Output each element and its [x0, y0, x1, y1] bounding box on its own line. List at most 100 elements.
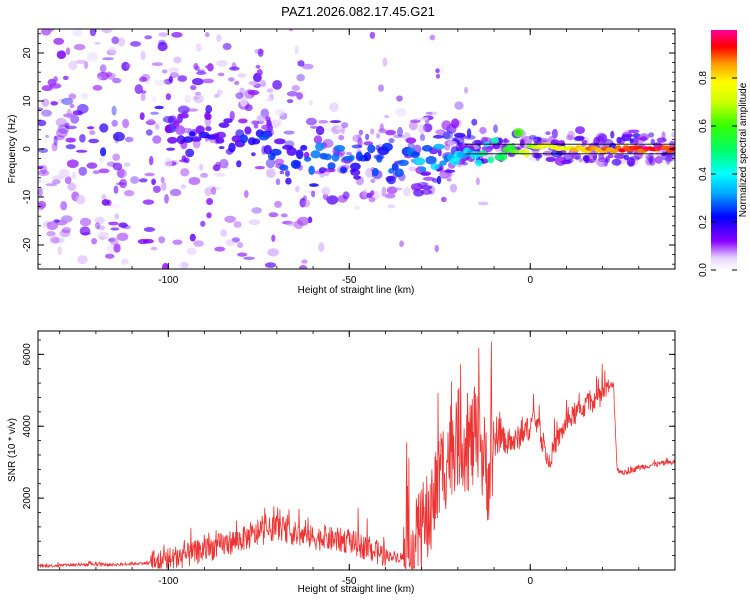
spectrogram-noise-blob [274, 200, 282, 208]
spectrogram-noise-blob [323, 127, 335, 132]
spectrogram-noise-blob [150, 246, 158, 251]
spectrogram-noise-blob [302, 199, 311, 208]
spectrogram-noise-blob [231, 237, 240, 243]
spectrogram-noise-blob [117, 37, 126, 47]
spectrogram-ridge-cell [421, 145, 433, 152]
spectrogram-noise-blob [185, 148, 195, 158]
spectrogram-noise-blob [111, 36, 119, 45]
spectrogram-noise-blob [194, 91, 202, 96]
spectrogram-noise-blob [318, 242, 325, 253]
spectrogram-noise-blob [51, 142, 58, 152]
spectrogram-noise-blob [65, 137, 76, 143]
spectrogram-noise-blob [611, 158, 622, 166]
spectrogram-noise-blob [215, 173, 226, 177]
spectrogram-noise-blob [154, 123, 160, 130]
spectrogram-noise-blob [152, 135, 162, 144]
spectrogram-ridge-cell [348, 154, 355, 161]
y-tick-label: 20 [22, 47, 33, 59]
spectrogram-noise-blob [45, 134, 49, 138]
spectrogram-noise-blob [315, 125, 325, 136]
spectrogram-noise-blob [101, 29, 113, 34]
spectrogram-ridge-cell [218, 122, 230, 128]
spectrogram-noise-blob [162, 115, 175, 124]
y-tick-label: 10 [22, 95, 33, 107]
spectrogram-noise-blob [434, 244, 439, 253]
spectrogram-noise-blob [52, 237, 65, 244]
spectrogram-noise-blob [218, 146, 225, 150]
spectrogram-noise-blob [122, 118, 130, 129]
spectrogram-noise-blob [251, 207, 263, 214]
spectrogram-ridge-cell [188, 131, 196, 137]
spectrogram-noise-blob [228, 77, 235, 82]
spectrogram-ridge-cell [223, 118, 233, 124]
spectrogram-noise-blob [180, 168, 190, 177]
spectrogram-noise-blob [551, 128, 558, 139]
spectrogram-ridge-cell [310, 150, 321, 159]
spectrogram-ridge-cell [331, 153, 340, 162]
spectrogram-noise-blob [464, 135, 476, 140]
spectrogram-noise-blob [446, 178, 452, 182]
spectrogram-noise-blob [283, 130, 295, 135]
colorbar-tick-label: 0.0 [698, 263, 709, 277]
spectrogram-noise-blob [99, 236, 106, 240]
spectrogram-noise-blob [405, 137, 417, 144]
spectrogram-noise-blob [437, 148, 442, 157]
spectrogram-noise-blob [459, 137, 464, 141]
spectrogram-noise-blob [211, 186, 217, 196]
spectrogram-noise-blob [87, 52, 98, 62]
spectrogram-noise-blob [95, 222, 100, 230]
spectrogram-noise-blob [392, 187, 403, 191]
spectrogram-ridge-cell [286, 147, 297, 156]
spectrogram-noise-blob [234, 80, 240, 86]
spectrogram-noise-blob [222, 43, 232, 50]
spectrogram-noise-blob [632, 136, 639, 146]
spectrogram-noise-blob [137, 238, 149, 245]
spectrogram-noise-blob [247, 90, 260, 96]
spectrogram-noise-blob [183, 157, 190, 164]
spectrogram-noise-blob [206, 63, 214, 72]
spectrogram-noise-blob [75, 59, 87, 64]
spectrogram-ridge-cell [333, 144, 346, 152]
spectrogram-noise-blob [251, 152, 256, 157]
spectrogram-noise-blob [237, 242, 244, 249]
spectrogram-noise-blob [464, 86, 469, 94]
spectrogram-noise-blob [168, 67, 179, 73]
spectrogram-noise-blob [158, 32, 168, 37]
spectrogram-noise-blob [63, 113, 75, 118]
spectrogram-noise-blob [358, 129, 364, 136]
spectrogram-noise-blob [536, 136, 542, 142]
spectrogram-noise-blob [58, 168, 70, 179]
spectrogram-noise-blob [86, 162, 98, 169]
spectrogram-noise-blob [97, 71, 109, 81]
spectrogram-noise-blob [200, 220, 206, 227]
spectrogram-ridge-cell [290, 159, 301, 169]
spectrogram-noise-blob [171, 31, 183, 38]
spectrogram-noise-blob [236, 160, 242, 168]
spectrogram-noise-blob [342, 191, 350, 200]
spectrogram-noise-blob [589, 159, 594, 164]
spectrogram-noise-blob [216, 34, 222, 43]
spectrogram-noise-blob [578, 157, 583, 163]
spectrogram-noise-blob [87, 126, 95, 130]
spectrogram-noise-blob [368, 196, 376, 203]
spectrogram-noise-blob [80, 232, 92, 236]
spectrogram-noise-blob [302, 63, 314, 70]
spectrogram-noise-blob [162, 263, 169, 269]
spectrogram-noise-blob [313, 135, 323, 144]
spectrogram-noise-blob [165, 93, 172, 101]
spectrogram-noise-blob [101, 199, 110, 206]
spectrogram-ridge-cell [350, 162, 361, 171]
spectrogram-noise-blob [204, 187, 213, 197]
snr-border [37, 330, 676, 571]
spectrogram-noise-blob [177, 75, 188, 82]
spectrogram-ridge-cell [371, 167, 379, 177]
spectrogram-noise-blob [140, 90, 147, 94]
spectrogram-noise-blob [444, 169, 456, 173]
spectrogram-noise-blob [614, 154, 626, 159]
spectrogram-noise-blob [248, 81, 259, 86]
spectrogram-noise-blob [265, 97, 272, 103]
spectrogram-noise-blob [117, 168, 125, 178]
spectrogram-ridge-cell [263, 144, 272, 155]
spectrogram-noise-blob [202, 78, 214, 84]
